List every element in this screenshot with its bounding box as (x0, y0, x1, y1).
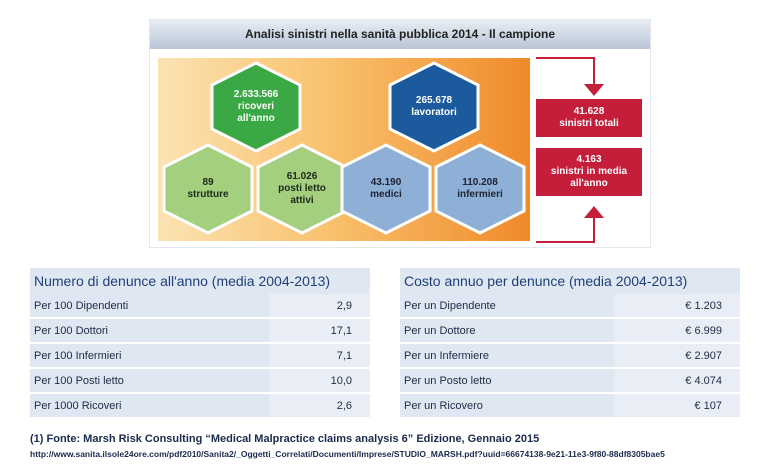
row-label: Per 1000 Ricoveri (30, 393, 269, 419)
hex-polygon (388, 61, 480, 153)
row-label: Per 100 Dottori (30, 318, 269, 344)
hex-label: attivi (290, 195, 314, 206)
row-value: 2,9 (268, 294, 370, 319)
footnote-url[interactable]: http://www.sanita.ilsole24ore.com/pdf201… (30, 449, 665, 459)
sinistri-media-label-1: sinistri in media (550, 166, 628, 177)
table-row: Per 100 Posti letto 10,0 (30, 368, 370, 394)
arrow-up-bottom (536, 216, 595, 243)
sinistri-media-label-2: all'anno (570, 178, 608, 189)
table-denunce: Numero di denunce all'anno (media 2004-2… (30, 268, 370, 419)
row-label: Per un Posto letto (400, 368, 615, 394)
hex-shape (434, 143, 526, 235)
hex-shape (162, 143, 254, 235)
arrow-head-up (584, 206, 604, 218)
table-row: Per 100 Dipendenti 2,9 (30, 294, 370, 319)
row-value: 17,1 (268, 318, 370, 344)
table-row: Per un Posto letto € 4.074 (400, 368, 740, 394)
hex-polygon (340, 143, 432, 235)
table-row: Per un Dipendente € 1.203 (400, 294, 740, 319)
hex-polygon (210, 61, 302, 153)
row-label: Per un Infermiere (400, 343, 615, 369)
row-label: Per 100 Infermieri (30, 343, 269, 369)
hex-infermieri: 110.208 infermieri (433, 143, 527, 235)
hex-label: lavoratori (411, 107, 457, 118)
hex-value: 110.208 (462, 177, 498, 188)
row-label: Per un Ricovero (400, 393, 615, 419)
arrow-down-top (536, 57, 595, 86)
row-label: Per 100 Dipendenti (30, 294, 269, 319)
hex-text: 43.190 medici (339, 143, 433, 235)
hex-text: 2.633.566 ricoveri all'anno (209, 61, 303, 153)
sinistri-totali-value: 41.628 (573, 106, 605, 117)
sinistri-media-value: 4.163 (576, 154, 602, 165)
hex-text: 110.208 infermieri (433, 143, 527, 235)
row-label: Per un Dipendente (400, 294, 615, 319)
hex-polygon (162, 143, 254, 235)
flow-arrows (536, 57, 604, 243)
hex-label: infermieri (457, 189, 503, 200)
row-value: € 2.907 (614, 343, 740, 369)
infographic-panel: Analisi sinistri nella sanità pubblica 2… (150, 20, 650, 247)
hex-text: 61.026 posti letto attivi (255, 143, 349, 235)
row-value: € 1.203 (614, 294, 740, 319)
row-label: Per un Dottore (400, 318, 615, 344)
hex-medici: 43.190 medici (339, 143, 433, 235)
table-costo: Costo annuo per denunce (media 2004-2013… (400, 268, 740, 419)
hex-text: 265.678 lavoratori (387, 61, 481, 153)
hex-lavoratori: 265.678 lavoratori (387, 61, 481, 153)
row-value: 2,6 (268, 393, 370, 419)
hex-polygon (434, 143, 526, 235)
arrow-head-down (584, 84, 604, 96)
row-value: € 107 (614, 393, 740, 419)
hex-value: 265.678 (415, 95, 453, 106)
hex-shape (340, 143, 432, 235)
hex-label: strutture (187, 189, 229, 200)
table-row: Per un Dottore € 6.999 (400, 318, 740, 344)
table-row: Per 1000 Ricoveri 2,6 (30, 393, 370, 419)
hex-value: 43.190 (370, 177, 402, 188)
hex-shape (388, 61, 480, 153)
box-sinistri-totali: 41.628 sinistri totali (536, 99, 642, 137)
sinistri-totali-label: sinistri totali (559, 118, 619, 129)
hex-value: 61.026 (286, 171, 318, 182)
row-value: 10,0 (268, 368, 370, 394)
row-value: 7,1 (268, 343, 370, 369)
table-row: Per 100 Dottori 17,1 (30, 318, 370, 344)
footnote-source: (1) Fonte: Marsh Risk Consulting “Medica… (30, 433, 540, 445)
infographic-title: Analisi sinistri nella sanità pubblica 2… (150, 20, 650, 49)
hex-ricoveri: 2.633.566 ricoveri all'anno (209, 61, 303, 153)
table-costo-header: Costo annuo per denunce (media 2004-2013… (400, 268, 740, 294)
hex-value: 2.633.566 (233, 89, 279, 100)
hex-text: 89 strutture (161, 143, 255, 235)
hex-label: medici (370, 189, 402, 200)
row-value: € 6.999 (614, 318, 740, 344)
hex-strutture: 89 strutture (161, 143, 255, 235)
hex-label: ricoveri (237, 101, 275, 112)
table-row: Per un Ricovero € 107 (400, 393, 740, 419)
hex-label: all'anno (237, 113, 275, 124)
row-label: Per 100 Posti letto (30, 368, 269, 394)
row-value: € 4.074 (614, 368, 740, 394)
hex-posti-letto: 61.026 posti letto attivi (255, 143, 349, 235)
box-sinistri-media: 4.163 sinistri in media all'anno (536, 148, 642, 196)
hex-label: posti letto (278, 183, 326, 194)
table-denunce-header: Numero di denunce all'anno (media 2004-2… (30, 268, 370, 294)
hex-value: 89 (202, 177, 214, 188)
table-row: Per un Infermiere € 2.907 (400, 343, 740, 369)
hex-shape (210, 61, 302, 153)
table-row: Per 100 Infermieri 7,1 (30, 343, 370, 369)
